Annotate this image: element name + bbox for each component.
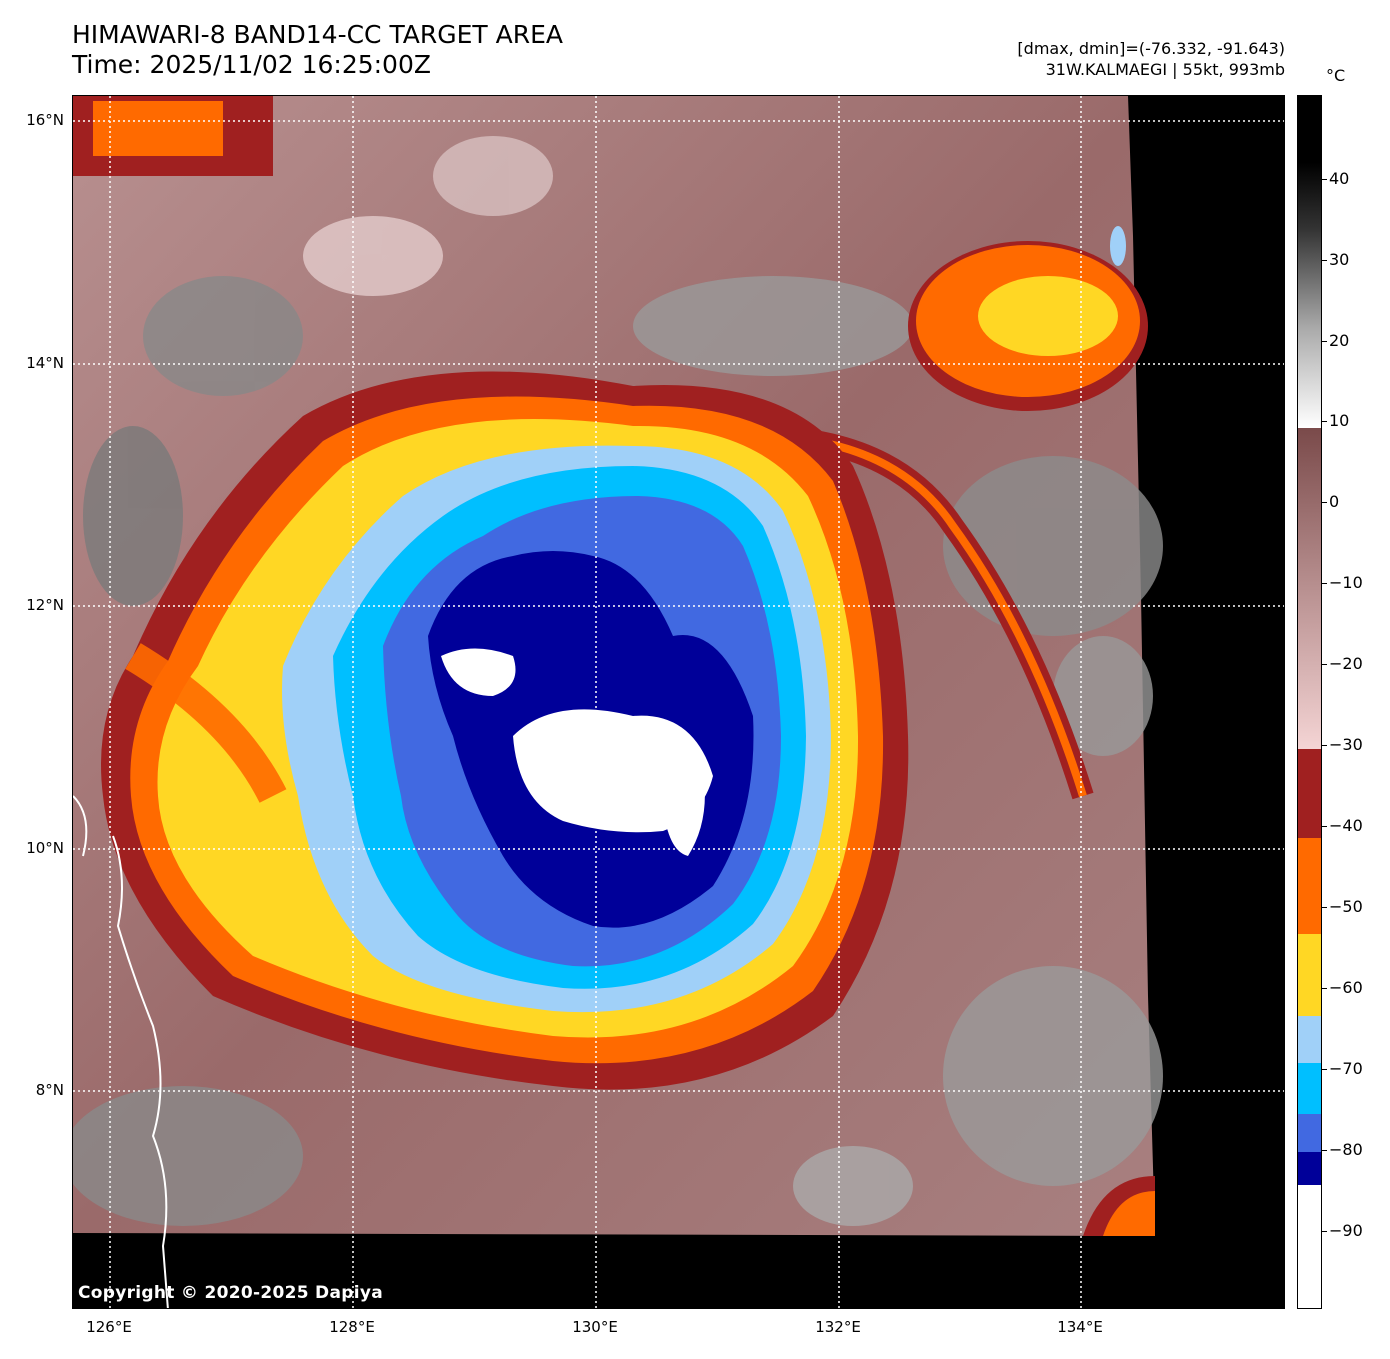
lat-label-10n: 10°N xyxy=(26,839,64,857)
cbar-tick-10: 10 xyxy=(1329,411,1350,430)
gridlines xyxy=(73,96,1284,1308)
cbar-tickmark xyxy=(1322,421,1327,422)
satellite-map xyxy=(72,95,1285,1309)
west-spiral-arm xyxy=(125,643,287,803)
cbar-tick-m30: −30 xyxy=(1329,735,1363,754)
cbar-tick-m70: −70 xyxy=(1329,1059,1363,1078)
copyright-text: Copyright © 2020-2025 Dapiya xyxy=(78,1283,383,1303)
cbar-tickmark xyxy=(1322,1150,1327,1151)
cbar-tickmark xyxy=(1322,664,1327,665)
cbar-tick-m40: −40 xyxy=(1329,816,1363,835)
cbar-tickmark xyxy=(1322,260,1327,261)
cbar-tick-m50: −50 xyxy=(1329,897,1363,916)
cbar-seg-orange xyxy=(1298,838,1321,934)
cbar-tickmark xyxy=(1322,179,1327,180)
cbar-seg-lightsky xyxy=(1298,1016,1321,1063)
colorbar xyxy=(1297,95,1322,1309)
cbar-tick-m60: −60 xyxy=(1329,978,1363,997)
nw-convection xyxy=(73,96,273,176)
storm-info-block: [dmax, dmin]=(-76.332, -91.643) 31W.KALM… xyxy=(1017,38,1285,80)
colorbar-unit: °C xyxy=(1326,66,1346,85)
lon-label-134e: 134°E xyxy=(1057,1318,1103,1336)
se-convection xyxy=(1083,1176,1155,1236)
colorbar-scale xyxy=(1298,96,1321,1308)
satellite-imagery xyxy=(73,96,1284,1308)
lat-label-12n: 12°N xyxy=(26,596,64,614)
cbar-tickmark xyxy=(1322,745,1327,746)
lat-label-14n: 14°N xyxy=(26,354,64,372)
cbar-tick-30: 30 xyxy=(1329,250,1350,269)
cbar-tick-m80: −80 xyxy=(1329,1140,1363,1159)
cbar-tick-m10: −10 xyxy=(1329,573,1363,592)
ne-convection xyxy=(908,226,1148,411)
cbar-tickmark xyxy=(1322,907,1327,908)
lon-label-132e: 132°E xyxy=(815,1318,861,1336)
lon-label-126e: 126°E xyxy=(86,1318,132,1336)
warm-cloud-textures xyxy=(73,136,1163,1226)
storm-text: 31W.KALMAEGI | 55kt, 993mb xyxy=(1045,60,1285,79)
map-time: Time: 2025/11/02 16:25:00Z xyxy=(72,50,431,79)
dminmax-text: [dmax, dmin]=(-76.332, -91.643) xyxy=(1017,39,1285,58)
cbar-tick-0: 0 xyxy=(1329,492,1340,511)
cbar-seg-deepsky xyxy=(1298,1063,1321,1114)
cbar-seg-mauve xyxy=(1298,428,1321,749)
cbar-tick-m20: −20 xyxy=(1329,654,1363,673)
cbar-tickmark xyxy=(1322,502,1327,503)
lon-label-128e: 128°E xyxy=(329,1318,375,1336)
cbar-seg-white xyxy=(1298,1185,1321,1308)
cbar-seg-royal xyxy=(1298,1114,1321,1152)
map-title: HIMAWARI-8 BAND14-CC TARGET AREA xyxy=(72,20,564,49)
lon-label-130e: 130°E xyxy=(572,1318,618,1336)
cbar-tick-20: 20 xyxy=(1329,331,1350,350)
cbar-tick-40: 40 xyxy=(1329,169,1350,188)
lat-label-8n: 8°N xyxy=(35,1081,64,1099)
cbar-tickmark xyxy=(1322,1069,1327,1070)
map-title-block: HIMAWARI-8 BAND14-CC TARGET AREA Time: 2… xyxy=(72,20,563,80)
cbar-tickmark xyxy=(1322,1231,1327,1232)
lat-label-16n: 16°N xyxy=(26,111,64,129)
cbar-tickmark xyxy=(1322,583,1327,584)
cbar-tick-m90: −90 xyxy=(1329,1221,1363,1240)
cbar-seg-navy xyxy=(1298,1152,1321,1185)
cbar-tickmark xyxy=(1322,988,1327,989)
cbar-seg-yellow xyxy=(1298,934,1321,1016)
cbar-seg-darkred xyxy=(1298,749,1321,838)
coastline xyxy=(112,835,169,1308)
cbar-tickmark xyxy=(1322,341,1327,342)
cbar-tickmark xyxy=(1322,826,1327,827)
storm-cloud-shield xyxy=(101,371,909,1090)
cbar-seg-grey xyxy=(1298,96,1321,428)
